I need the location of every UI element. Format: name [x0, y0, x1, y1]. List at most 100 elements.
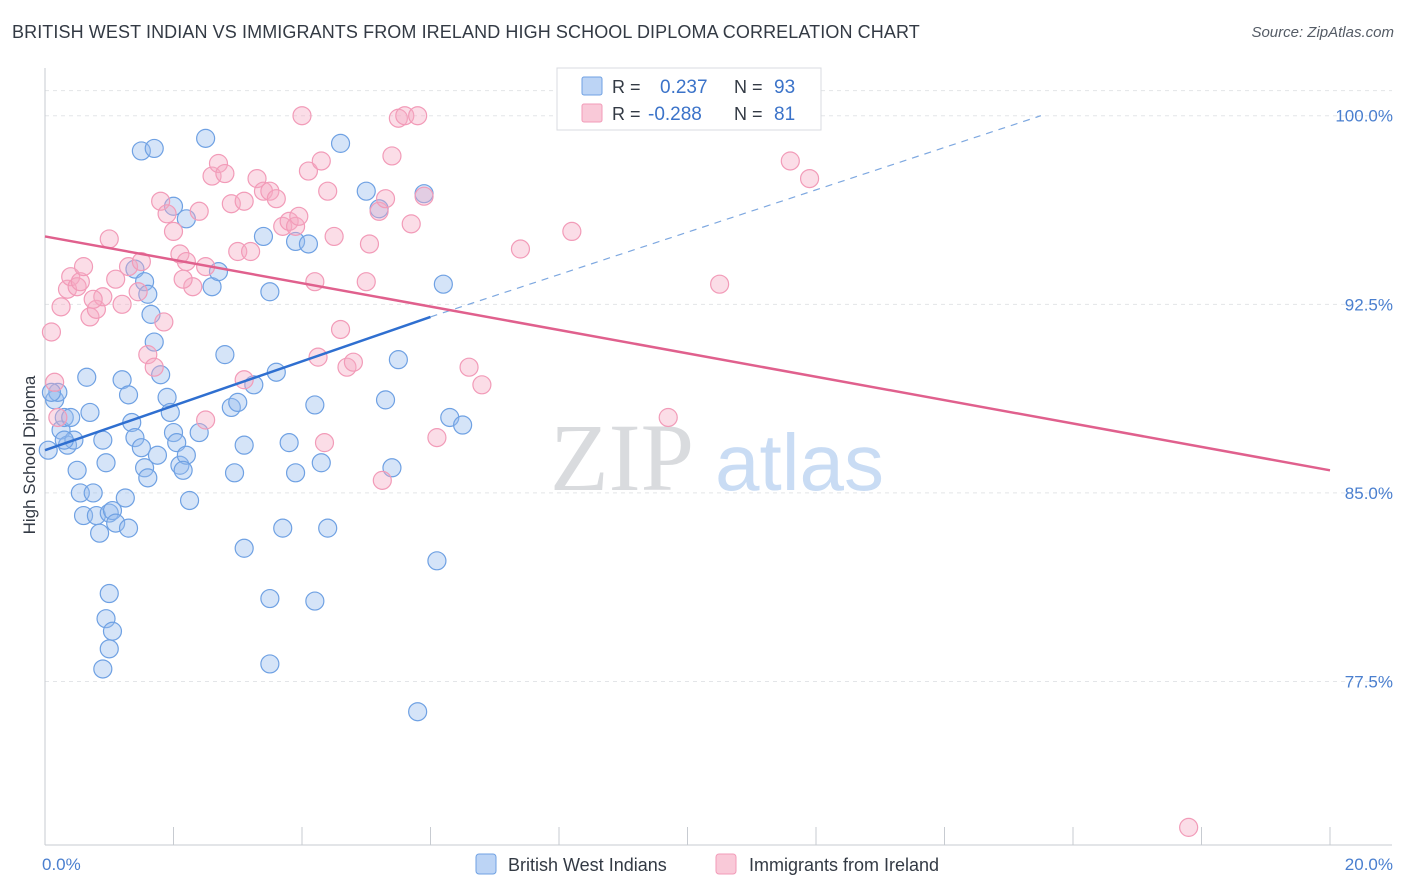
data-point	[472, 375, 492, 395]
data-point	[369, 201, 389, 221]
data-point	[234, 191, 254, 211]
data-point	[99, 503, 119, 523]
data-point	[73, 257, 94, 277]
data-point	[102, 621, 123, 641]
data-point	[305, 591, 325, 611]
data-point	[224, 463, 245, 483]
data-point	[318, 181, 338, 201]
data-point	[77, 367, 97, 387]
data-point	[453, 415, 473, 435]
x-tick-label: 20.0%	[1345, 855, 1393, 874]
y-tick-label: 92.5%	[1345, 295, 1393, 314]
stats-r-label: R =	[612, 77, 641, 97]
data-point	[196, 410, 216, 430]
data-point	[144, 332, 164, 352]
data-point	[247, 168, 267, 189]
chart-title: BRITISH WEST INDIAN VS IMMIGRANTS FROM I…	[12, 22, 920, 42]
data-point	[356, 272, 376, 292]
data-point	[99, 229, 119, 249]
data-point	[330, 133, 351, 153]
stats-n-label: N =	[734, 77, 763, 97]
stats-r-value: 0.237	[660, 77, 708, 98]
data-point	[125, 428, 145, 448]
data-point	[359, 234, 380, 254]
legend-item-immigrants-from-ireland: Immigrants from Ireland	[749, 855, 939, 875]
data-point	[401, 214, 421, 234]
data-point	[311, 151, 331, 171]
watermark-atlas: atlas	[715, 418, 884, 507]
data-point	[324, 226, 344, 247]
data-point	[279, 433, 299, 453]
data-point	[253, 226, 274, 247]
data-point	[266, 189, 286, 209]
data-point	[658, 407, 678, 428]
data-point	[151, 191, 171, 211]
data-point	[260, 654, 280, 674]
data-point	[131, 438, 151, 458]
data-point	[170, 244, 190, 264]
data-point	[45, 372, 65, 392]
data-point	[292, 106, 312, 126]
data-point	[260, 282, 280, 302]
data-point	[147, 445, 168, 465]
trend-lines	[44, 115, 1331, 472]
data-point	[163, 221, 184, 241]
data-point	[427, 551, 447, 571]
data-point	[308, 347, 328, 367]
data-point	[234, 435, 254, 455]
data-point	[67, 460, 87, 480]
data-point	[106, 269, 126, 289]
data-point	[318, 518, 338, 538]
x-tick-labels: 0.0% 20.0%	[42, 855, 1393, 874]
legend-swatch-pink	[715, 853, 737, 875]
data-point	[67, 277, 87, 297]
stats-r-value: -0.288	[648, 104, 702, 125]
data-point	[215, 345, 235, 365]
data-point	[356, 181, 376, 201]
data-point	[562, 221, 582, 241]
data-point	[138, 468, 158, 488]
data-point	[138, 345, 158, 365]
data-point	[99, 583, 119, 604]
data-point	[330, 319, 351, 340]
data-point	[710, 274, 730, 294]
data-point	[228, 392, 248, 413]
data-point	[234, 538, 254, 558]
data-point	[285, 463, 306, 483]
data-point	[118, 518, 139, 538]
data-point	[176, 445, 196, 465]
x-tick-label: 0.0%	[42, 855, 81, 874]
series-immigrants-from-ireland	[41, 106, 1199, 837]
data-point	[311, 453, 331, 473]
legend-swatch-blue	[475, 853, 497, 875]
y-tick-label: 100.0%	[1335, 107, 1393, 126]
data-point	[375, 390, 396, 410]
data-point	[51, 297, 71, 317]
data-point	[106, 513, 126, 533]
trend-line-immigrants-from-ireland	[44, 235, 1331, 472]
data-point	[388, 350, 408, 370]
data-point	[173, 269, 193, 289]
data-point	[70, 272, 90, 292]
stats-n-label: N =	[734, 104, 763, 124]
data-point	[427, 428, 447, 448]
source-credit: Source: ZipAtlas.com	[1251, 24, 1394, 41]
y-tick-label: 77.5%	[1345, 673, 1393, 692]
data-point	[112, 294, 132, 314]
data-point	[83, 289, 103, 309]
data-point	[196, 128, 216, 148]
data-point	[337, 357, 357, 377]
data-point	[189, 422, 209, 443]
data-point	[83, 483, 103, 503]
data-point	[305, 272, 325, 292]
data-point	[173, 460, 193, 480]
watermark-zip: ZIP	[550, 404, 694, 511]
data-point	[115, 488, 135, 508]
data-point	[799, 168, 820, 189]
data-point	[179, 490, 200, 511]
stats-n-value: 93	[774, 77, 795, 98]
axes	[44, 68, 1392, 846]
data-point	[144, 357, 164, 377]
y-tick-label: 85.0%	[1345, 484, 1393, 503]
